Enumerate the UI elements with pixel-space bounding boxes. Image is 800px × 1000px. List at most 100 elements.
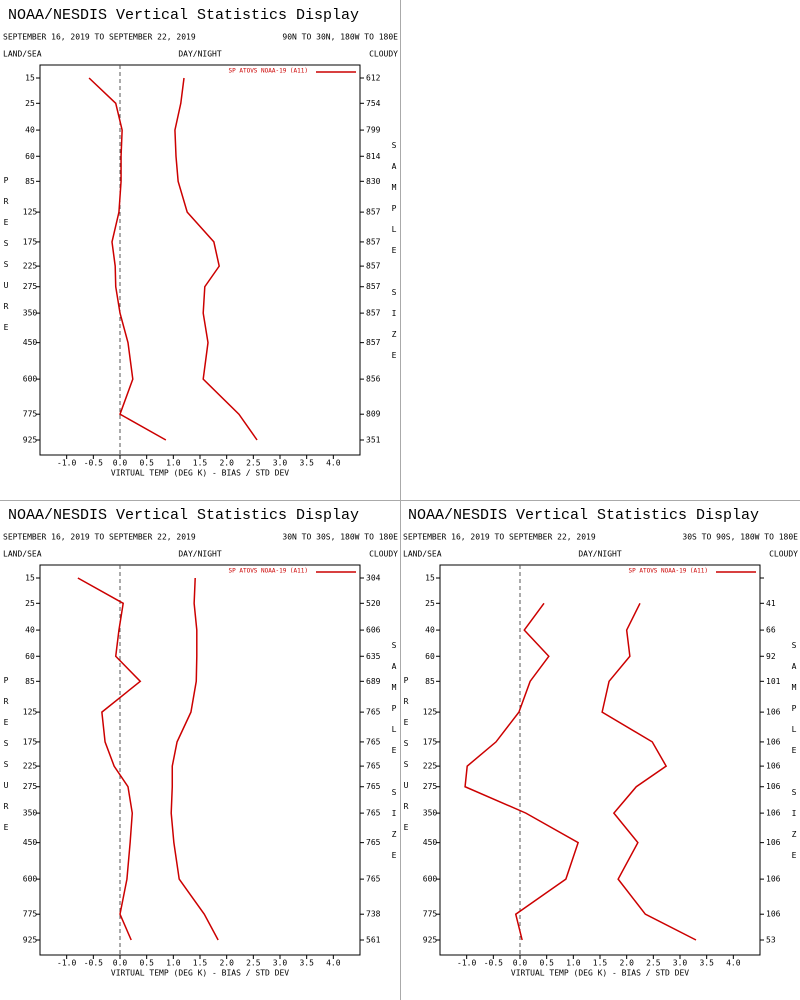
x-tick-label: 0.0 — [113, 959, 128, 968]
x-tick-label: 1.0 — [166, 459, 181, 468]
x-tick-label: 2.0 — [219, 459, 234, 468]
y-tick-label: 600 — [23, 875, 38, 884]
sample-size: 304 — [366, 574, 381, 583]
panel: NOAA/NESDIS Vertical Statistics Display S… — [2, 507, 399, 978]
sample-size: 765 — [366, 708, 381, 717]
y-tick-label: 350 — [23, 309, 38, 318]
x-tick-label: 2.5 — [646, 959, 661, 968]
y-tick-label: 60 — [425, 652, 435, 661]
sample-size: 830 — [366, 177, 381, 186]
sample-size: 106 — [766, 809, 781, 818]
chart-title: NOAA/NESDIS Vertical Statistics Display — [408, 507, 759, 524]
x-tick-label: 3.5 — [299, 959, 314, 968]
x-tick-label: -1.0 — [457, 959, 476, 968]
x-tick-label: 2.0 — [619, 959, 634, 968]
sample-size: 809 — [366, 410, 381, 419]
sample-size: 66 — [766, 626, 776, 635]
y-tick-label: 85 — [425, 677, 435, 686]
sample-size: 857 — [366, 338, 381, 347]
sample-size: 765 — [366, 875, 381, 884]
sample-size: 814 — [366, 152, 381, 161]
x-tick-label: 1.5 — [193, 459, 208, 468]
sample-size: 106 — [766, 838, 781, 847]
y-tick-label: 225 — [423, 762, 438, 771]
y-tick-label: 125 — [23, 708, 38, 717]
x-tick-label: 1.0 — [566, 959, 581, 968]
region: 90N TO 30N, 180W TO 180E — [282, 33, 398, 42]
x-tick-label: -0.5 — [84, 959, 103, 968]
day-night-label: DAY/NIGHT — [178, 550, 222, 559]
x-tick-label: 3.0 — [673, 959, 688, 968]
cloudy-label: CLOUDY — [369, 550, 398, 559]
x-axis-label: VIRTUAL TEMP (DEG K) - BIAS / STD DEV — [511, 969, 689, 978]
x-tick-label: 3.5 — [699, 959, 714, 968]
sample-size: 106 — [766, 762, 781, 771]
sample-size: 606 — [366, 626, 381, 635]
x-tick-label: 0.5 — [139, 459, 154, 468]
x-tick-label: 4.0 — [326, 459, 341, 468]
sample-size: 857 — [366, 237, 381, 246]
y-tick-label: 450 — [23, 338, 38, 347]
x-axis-label: VIRTUAL TEMP (DEG K) - BIAS / STD DEV — [111, 969, 289, 978]
y-tick-label: 125 — [23, 208, 38, 217]
cloudy-label: CLOUDY — [769, 550, 798, 559]
y-tick-label: 350 — [423, 809, 438, 818]
sample-size: 106 — [766, 782, 781, 791]
x-tick-label: 2.5 — [246, 459, 261, 468]
y-tick-label: 600 — [423, 875, 438, 884]
sample-size: 856 — [366, 375, 381, 384]
x-tick-label: 0.0 — [513, 959, 528, 968]
x-tick-label: 3.0 — [273, 959, 288, 968]
line-std-dev — [170, 577, 219, 941]
sample-size: 351 — [366, 436, 381, 445]
legend-label: SP ATOVS NOAA-19 (A11) — [629, 568, 708, 575]
y2-axis-label: SAMPLE SIZE — [790, 641, 799, 872]
panel: NOAA/NESDIS Vertical Statistics Display S… — [2, 7, 399, 478]
line-bias — [88, 77, 167, 441]
y-tick-label: 175 — [423, 737, 438, 746]
y-tick-label: 775 — [423, 910, 438, 919]
x-tick-label: 0.5 — [539, 959, 554, 968]
y-tick-label: 175 — [23, 237, 38, 246]
x-tick-label: 2.5 — [246, 959, 261, 968]
sample-size: 53 — [766, 936, 776, 945]
x-tick-label: -0.5 — [84, 459, 103, 468]
y-tick-label: 775 — [23, 910, 38, 919]
y-tick-label: 40 — [25, 626, 35, 635]
y-tick-label: 85 — [25, 677, 35, 686]
y-tick-label: 175 — [23, 737, 38, 746]
y2-axis-label: SAMPLE SIZE — [390, 141, 399, 372]
subtitle: SEPTEMBER 16, 2019 TO SEPTEMBER 22, 2019 — [403, 533, 596, 542]
sample-size: 857 — [366, 262, 381, 271]
panel: NOAA/NESDIS Vertical Statistics Display S… — [402, 507, 799, 978]
sample-size: 765 — [366, 782, 381, 791]
sample-size: 799 — [366, 126, 381, 135]
day-night-label: DAY/NIGHT — [178, 50, 222, 59]
y-tick-label: 450 — [423, 838, 438, 847]
sample-size: 738 — [366, 910, 381, 919]
region: 30N TO 30S, 180W TO 180E — [282, 533, 398, 542]
sample-size: 106 — [766, 737, 781, 746]
sample-size: 92 — [766, 652, 776, 661]
line-bias — [464, 602, 580, 941]
sample-size: 520 — [366, 599, 381, 608]
sample-size: 765 — [366, 838, 381, 847]
y-axis-label: PRESSURE — [2, 676, 11, 844]
sample-size: 765 — [366, 737, 381, 746]
y-axis-label: PRESSURE — [2, 176, 11, 344]
x-tick-label: 3.0 — [273, 459, 288, 468]
y-tick-label: 85 — [25, 177, 35, 186]
sample-size: 754 — [366, 99, 381, 108]
sample-size: 689 — [366, 677, 381, 686]
x-tick-label: -1.0 — [57, 459, 76, 468]
legend-label: SP ATOVS NOAA-19 (A11) — [229, 68, 308, 75]
x-tick-label: -0.5 — [484, 959, 503, 968]
x-tick-label: 4.0 — [726, 959, 741, 968]
y-tick-label: 350 — [23, 809, 38, 818]
x-tick-label: 4.0 — [326, 959, 341, 968]
sample-size: 101 — [766, 677, 781, 686]
y-tick-label: 60 — [25, 652, 35, 661]
x-tick-label: 0.0 — [113, 459, 128, 468]
y-axis-label: PRESSURE — [402, 676, 411, 844]
y-tick-label: 25 — [25, 99, 35, 108]
